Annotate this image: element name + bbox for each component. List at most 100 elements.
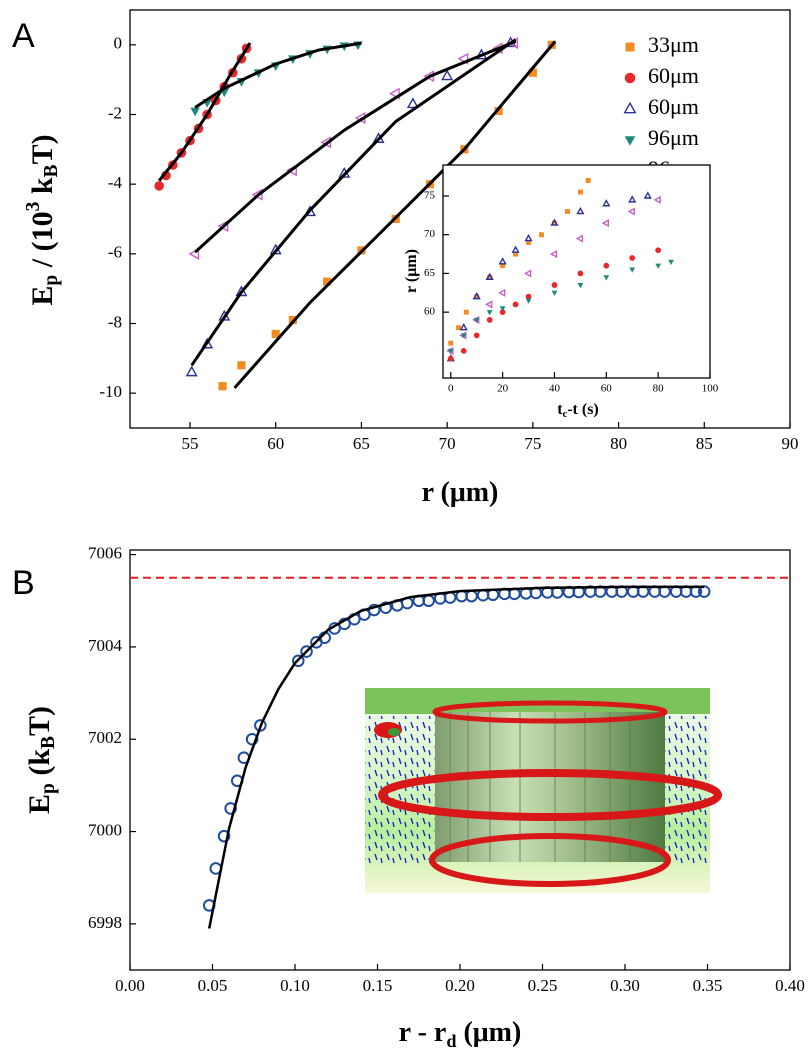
- marker: [472, 292, 481, 300]
- label-part: c: [563, 409, 568, 420]
- marker: [601, 219, 610, 228]
- x-tick-label: 60: [601, 383, 613, 395]
- label-part: (μm): [456, 1017, 521, 1048]
- marker: [473, 317, 480, 324]
- label-part: (k: [23, 749, 56, 783]
- marker: [201, 337, 214, 349]
- label-part: d: [446, 1031, 456, 1051]
- marker: [185, 365, 198, 377]
- marker: [549, 250, 558, 259]
- panel-label: B: [12, 564, 35, 602]
- y-axis-label: Ep (kBT): [23, 706, 60, 814]
- legend-label: 96μm: [648, 125, 699, 150]
- marker: [485, 300, 493, 309]
- fit-line: [190, 38, 517, 367]
- marker: [463, 309, 469, 315]
- marker: [494, 106, 503, 116]
- marker: [292, 654, 305, 668]
- marker: [406, 97, 419, 109]
- y-tick-label: 65: [424, 267, 436, 279]
- label-part: E: [23, 794, 56, 814]
- label-part: / (10: [26, 211, 59, 274]
- x-tick-label: 0.30: [610, 976, 640, 995]
- legend-label: 60μm: [648, 94, 699, 119]
- marker: [499, 306, 506, 312]
- marker: [550, 218, 559, 226]
- marker: [551, 282, 558, 288]
- marker: [602, 199, 611, 207]
- x-tick-label: 80: [610, 434, 627, 453]
- marker: [486, 310, 493, 316]
- x-tick-label: 0.20: [445, 976, 475, 995]
- x-tick-label: 70: [439, 434, 456, 453]
- marker: [447, 355, 454, 362]
- label-part: r (μm): [403, 249, 420, 293]
- marker: [564, 209, 570, 214]
- legend-marker: [624, 72, 636, 84]
- x-tick-label: 90: [782, 434, 799, 453]
- x-axis-label: r (μm): [422, 477, 499, 508]
- x-tick-label: 0.40: [775, 976, 805, 995]
- y-tick-label: 6998: [88, 913, 122, 932]
- legend-marker: [625, 42, 635, 52]
- legend-label: 33μm: [648, 32, 699, 57]
- marker: [190, 107, 200, 117]
- legend-marker: [623, 101, 637, 114]
- inset-y-axis-label: r (μm): [403, 249, 420, 293]
- y-tick-label: 75: [424, 190, 436, 202]
- y-tick-label: -10: [99, 382, 122, 401]
- marker: [441, 69, 454, 81]
- marker: [513, 251, 519, 257]
- marker: [525, 293, 532, 300]
- y-tick-label: 7002: [88, 728, 122, 747]
- y-axis-label: Ep / (103 kBT): [23, 134, 62, 305]
- marker: [653, 195, 661, 204]
- y-tick-label: 60: [424, 306, 436, 318]
- marker: [188, 247, 200, 260]
- plot-frame: [442, 164, 711, 379]
- marker: [643, 191, 652, 199]
- marker: [237, 361, 246, 370]
- label-part: E: [26, 286, 59, 306]
- label-part: k: [26, 177, 59, 202]
- legend-label: 60μm: [648, 63, 699, 88]
- marker: [629, 255, 636, 261]
- marker: [498, 288, 506, 297]
- x-tick-label: 0.15: [363, 976, 393, 995]
- marker: [524, 233, 533, 242]
- marker: [523, 269, 532, 278]
- label-part: r (μm): [422, 477, 499, 508]
- marker: [379, 601, 393, 614]
- label-part: t: [557, 401, 563, 418]
- marker: [271, 329, 280, 339]
- y-tick-label: 70: [424, 228, 436, 240]
- marker: [528, 68, 537, 77]
- fit-line: [207, 585, 705, 929]
- marker: [576, 206, 585, 215]
- label-part: p: [41, 275, 62, 286]
- y-tick-label: 7000: [88, 820, 122, 839]
- marker: [577, 270, 584, 277]
- marker: [460, 333, 467, 339]
- label-part: -t (s): [567, 401, 599, 418]
- marker: [460, 348, 467, 354]
- x-tick-label: 40: [549, 383, 561, 395]
- charts: 55 60 65 70 75 80 85 90 -10 -8 -6 -4 -2 0 33μm 60μm 60μm…: [88, 9, 805, 995]
- x-tick-label: 0.05: [198, 976, 228, 995]
- y-tick-label: 7004: [88, 636, 123, 655]
- label-part: 3: [23, 201, 44, 211]
- marker: [585, 178, 591, 183]
- label-part: r - r: [399, 1017, 447, 1048]
- label-part: T): [23, 706, 56, 736]
- marker: [448, 340, 454, 346]
- label-part: T): [26, 134, 59, 164]
- fit-line: [157, 42, 252, 182]
- x-tick-label: 75: [524, 434, 541, 453]
- marker: [459, 323, 468, 331]
- x-axis-label: r - rd (μm): [399, 1017, 522, 1051]
- x-tick-label: 80: [653, 383, 665, 395]
- fit-line: [194, 41, 362, 109]
- marker: [603, 262, 610, 269]
- y-tick-label: 0: [114, 34, 123, 53]
- x-tick-label: 100: [702, 383, 719, 395]
